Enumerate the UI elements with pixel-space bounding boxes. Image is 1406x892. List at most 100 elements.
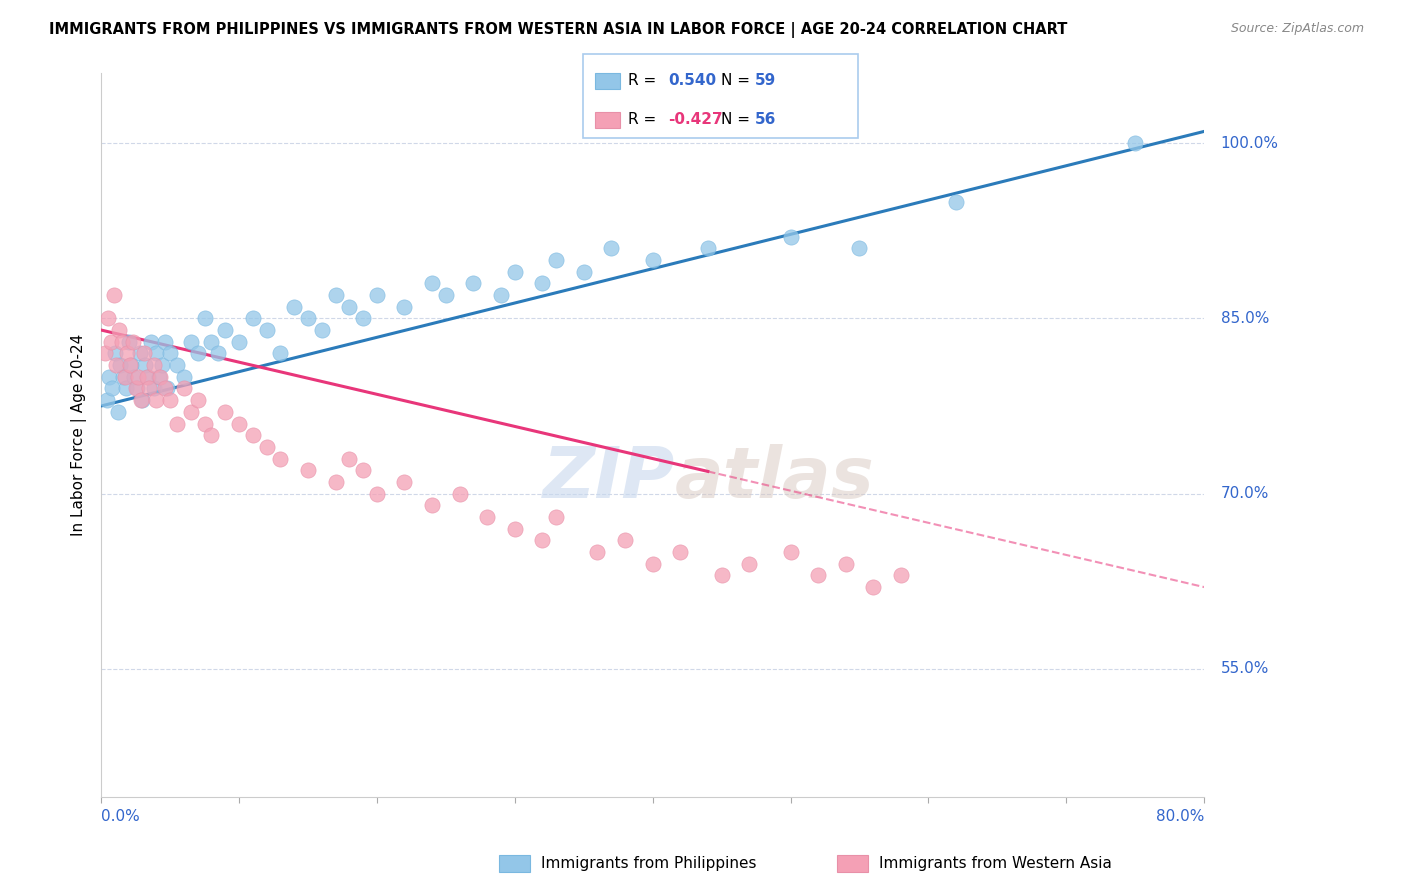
Point (531, 277, 554, 291)
Point (807, 568, 830, 582)
Point (337, 300, 360, 314)
Point (311, 323, 333, 337)
Point (105, 358, 128, 372)
Text: 59: 59 (755, 73, 776, 88)
Point (142, 381, 165, 395)
Point (738, 557, 761, 571)
Point (117, 346, 139, 360)
Point (114, 369, 136, 384)
Point (228, 417, 250, 431)
Point (149, 369, 172, 384)
Text: N =: N = (721, 112, 755, 128)
Point (193, 311, 215, 326)
Text: Immigrants from Western Asia: Immigrants from Western Asia (879, 856, 1112, 871)
Point (269, 451, 291, 466)
Text: 100.0%: 100.0% (1220, 136, 1278, 151)
Point (94, 346, 117, 360)
Point (641, 252, 664, 267)
Point (325, 288, 347, 302)
Point (641, 557, 664, 571)
Point (150, 358, 173, 372)
Point (136, 369, 159, 384)
Point (228, 334, 250, 349)
Point (1123, 136, 1146, 150)
Text: 85.0%: 85.0% (1220, 310, 1270, 326)
Point (173, 369, 195, 384)
Point (546, 252, 568, 267)
Point (366, 288, 388, 302)
Point (129, 393, 152, 408)
Point (207, 346, 229, 360)
Point (834, 557, 856, 571)
Point (394, 475, 416, 489)
Point (434, 288, 457, 302)
Point (600, 241, 623, 255)
Point (945, 194, 967, 209)
Point (394, 300, 416, 314)
Point (489, 288, 512, 302)
Point (97, 311, 120, 326)
Point (156, 381, 179, 395)
Text: 55.0%: 55.0% (1220, 661, 1270, 676)
Point (153, 334, 176, 349)
Point (366, 486, 388, 500)
Point (127, 369, 149, 384)
Text: IMMIGRANTS FROM PHILIPPINES VS IMMIGRANTS FROM WESTERN ASIA IN LABOR FORCE | AGE: IMMIGRANTS FROM PHILIPPINES VS IMMIGRANT… (49, 22, 1067, 38)
Text: 0.540: 0.540 (668, 73, 716, 88)
Point (142, 358, 165, 372)
Point (200, 334, 222, 349)
Point (337, 451, 360, 466)
Text: 56: 56 (755, 112, 776, 128)
Point (112, 369, 135, 384)
Point (159, 393, 181, 408)
Point (503, 522, 526, 536)
Point (110, 358, 132, 372)
Point (572, 264, 595, 278)
Point (710, 568, 733, 582)
Point (145, 346, 167, 360)
Point (115, 381, 138, 395)
Point (297, 311, 319, 326)
Text: 70.0%: 70.0% (1220, 486, 1270, 501)
Text: atlas: atlas (675, 444, 875, 513)
Point (153, 381, 176, 395)
Point (187, 393, 209, 408)
Point (614, 533, 637, 548)
Point (103, 288, 125, 302)
Point (139, 334, 162, 349)
Point (449, 486, 471, 500)
Point (135, 369, 157, 384)
Point (779, 545, 801, 559)
Point (242, 428, 264, 442)
Point (148, 369, 170, 384)
Point (352, 311, 374, 326)
Point (269, 346, 291, 360)
Point (420, 498, 443, 512)
Point (100, 334, 122, 349)
Point (107, 405, 129, 419)
Point (187, 346, 209, 360)
Point (890, 568, 912, 582)
Text: -0.427: -0.427 (668, 112, 723, 128)
Point (121, 334, 143, 349)
Point (420, 277, 443, 291)
Text: N =: N = (721, 73, 755, 88)
Point (159, 346, 181, 360)
Text: Source: ZipAtlas.com: Source: ZipAtlas.com (1230, 22, 1364, 36)
Point (586, 545, 609, 559)
Text: Immigrants from Philippines: Immigrants from Philippines (541, 856, 756, 871)
Point (134, 358, 156, 372)
Point (242, 311, 264, 326)
Point (531, 533, 554, 548)
Point (503, 264, 526, 278)
Point (352, 463, 374, 477)
Point (166, 417, 188, 431)
Point (669, 545, 692, 559)
Point (180, 405, 202, 419)
Point (862, 580, 884, 594)
Point (200, 428, 222, 442)
Point (848, 241, 870, 255)
Point (463, 277, 485, 291)
Point (128, 346, 150, 360)
Point (477, 510, 499, 524)
